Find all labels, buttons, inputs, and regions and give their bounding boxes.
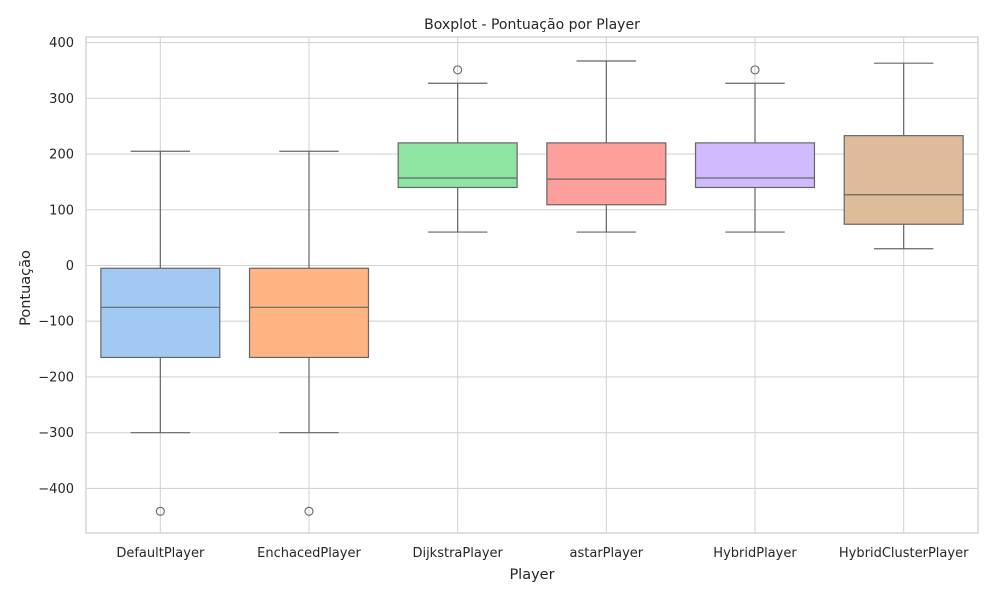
x-tick-label: HybridClusterPlayer <box>839 546 969 561</box>
y-tick-label: 0 <box>66 259 74 274</box>
box-group <box>694 65 816 233</box>
box-group <box>397 65 518 233</box>
boxes <box>100 60 964 516</box>
y-tick-label: 300 <box>49 92 74 107</box>
outlier-point <box>155 506 165 516</box>
x-tick-label: DefaultPlayer <box>116 546 205 561</box>
box <box>546 142 667 206</box>
y-tick-labels: −400 −300 −200 −100 0 100 200 300 400 <box>38 36 74 497</box>
x-axis-label: Player <box>509 567 554 583</box>
x-tick-label: DijkstraPlayer <box>412 546 503 561</box>
x-tick-label: HybridPlayer <box>713 546 797 561</box>
outlier-point <box>304 506 314 516</box>
box <box>397 142 518 189</box>
y-tick-label: 400 <box>49 36 74 51</box>
box-group <box>843 62 964 250</box>
box-group <box>546 60 667 233</box>
y-tick-label: 200 <box>49 148 74 163</box>
box <box>248 267 370 359</box>
box <box>100 267 221 359</box>
x-tick-label: EnchacedPlayer <box>257 546 361 561</box>
outlier-point <box>750 65 760 75</box>
y-tick-label: −400 <box>38 482 74 497</box>
box <box>694 142 816 189</box>
x-tick-labels: DefaultPlayer EnchacedPlayer DijkstraPlaye… <box>116 546 969 561</box>
y-tick-label: 100 <box>49 203 74 218</box>
box-group <box>248 150 370 516</box>
x-tick-label: astarPlayer <box>570 546 644 561</box>
box <box>843 135 964 225</box>
y-tick-label: −200 <box>38 370 74 385</box>
y-tick-label: −100 <box>38 315 74 330</box>
plot-area <box>85 36 979 534</box>
outlier-point <box>453 65 463 75</box>
chart-title: Boxplot - Pontuação por Player <box>424 17 640 33</box>
y-axis-label: Pontuação <box>18 250 34 326</box>
y-tick-label: −300 <box>38 426 74 441</box>
box-group <box>100 150 221 516</box>
